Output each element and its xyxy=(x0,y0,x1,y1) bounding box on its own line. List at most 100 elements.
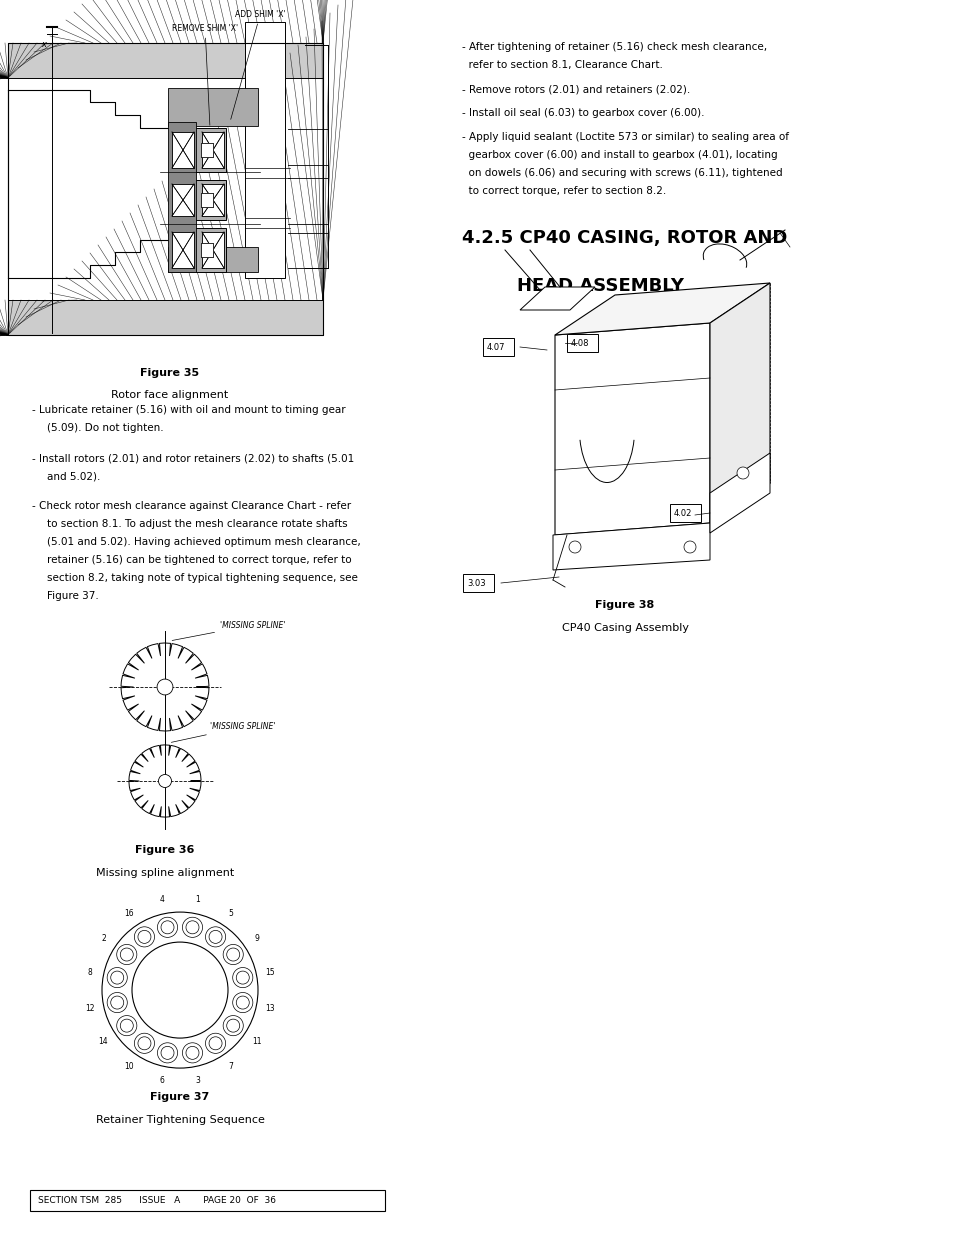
Bar xyxy=(202,132,224,168)
Text: HEAD ASSEMBLY: HEAD ASSEMBLY xyxy=(517,277,683,295)
Bar xyxy=(172,232,193,268)
Circle shape xyxy=(116,1015,136,1036)
Bar xyxy=(201,143,213,157)
Bar xyxy=(202,184,224,216)
Bar xyxy=(202,184,224,216)
Polygon shape xyxy=(555,283,769,335)
Text: 10: 10 xyxy=(124,1062,133,1071)
Text: 9: 9 xyxy=(253,935,258,944)
Text: Figure 35: Figure 35 xyxy=(140,368,199,378)
Polygon shape xyxy=(555,324,709,535)
Circle shape xyxy=(111,997,124,1009)
Text: 3.03: 3.03 xyxy=(467,578,485,588)
Text: 1: 1 xyxy=(195,895,200,904)
Text: - Apply liquid sealant (Loctite 573 or similar) to sealing area of: - Apply liquid sealant (Loctite 573 or s… xyxy=(461,132,788,142)
Text: - Remove rotors (2.01) and retainers (2.02).: - Remove rotors (2.01) and retainers (2.… xyxy=(461,84,690,94)
Text: 4.2.5 CP40 CASING, ROTOR AND: 4.2.5 CP40 CASING, ROTOR AND xyxy=(461,228,786,247)
Text: 3.03: 3.03 xyxy=(467,578,485,588)
Text: 4.02: 4.02 xyxy=(673,509,692,517)
Circle shape xyxy=(186,921,199,934)
Circle shape xyxy=(236,971,249,984)
Text: 'MISSING SPLINE': 'MISSING SPLINE' xyxy=(172,722,275,742)
Text: Rotor face alignment: Rotor face alignment xyxy=(112,390,229,400)
Text: 4: 4 xyxy=(159,895,164,904)
Text: 8: 8 xyxy=(88,968,92,977)
Circle shape xyxy=(223,1015,243,1036)
Text: - Lubricate retainer (5.16) with oil and mount to timing gear: - Lubricate retainer (5.16) with oil and… xyxy=(32,405,345,415)
Text: 5: 5 xyxy=(229,909,233,918)
Bar xyxy=(201,193,213,207)
Bar xyxy=(169,128,226,172)
Bar xyxy=(172,132,193,168)
Text: CP40 Casing Assembly: CP40 Casing Assembly xyxy=(561,622,688,634)
Text: SECTION TSM  285      ISSUE   A        PAGE 20  OF  36: SECTION TSM 285 ISSUE A PAGE 20 OF 36 xyxy=(38,1197,275,1205)
Circle shape xyxy=(205,1034,226,1053)
Bar xyxy=(462,574,494,592)
Text: 4.07: 4.07 xyxy=(486,342,505,352)
Bar xyxy=(202,232,224,268)
Bar xyxy=(8,300,323,335)
Circle shape xyxy=(120,948,133,961)
Bar xyxy=(202,232,224,268)
Bar xyxy=(8,43,323,78)
Circle shape xyxy=(132,942,228,1039)
Polygon shape xyxy=(553,522,709,571)
Bar xyxy=(566,333,598,352)
Bar xyxy=(201,243,213,257)
Text: 4.07: 4.07 xyxy=(486,342,505,352)
Text: gearbox cover (6.00) and install to gearbox (4.01), locating: gearbox cover (6.00) and install to gear… xyxy=(461,149,777,161)
Circle shape xyxy=(209,930,222,944)
Text: (5.09). Do not tighten.: (5.09). Do not tighten. xyxy=(47,424,164,433)
Text: Figure 37.: Figure 37. xyxy=(47,592,99,601)
Circle shape xyxy=(233,993,253,1013)
Bar xyxy=(172,232,193,268)
Text: retainer (5.16) can be tightened to correct torque, refer to: retainer (5.16) can be tightened to corr… xyxy=(47,555,352,564)
Text: 6: 6 xyxy=(159,1076,164,1084)
Bar xyxy=(202,132,224,168)
Text: section 8.2, taking note of typical tightening sequence, see: section 8.2, taking note of typical tigh… xyxy=(47,573,357,583)
Circle shape xyxy=(227,1019,239,1032)
Text: (5.01 and 5.02). Having achieved optimum mesh clearance,: (5.01 and 5.02). Having achieved optimum… xyxy=(47,537,360,547)
Polygon shape xyxy=(709,283,769,522)
Bar xyxy=(482,338,514,356)
Circle shape xyxy=(134,1034,154,1053)
Bar xyxy=(201,143,213,157)
Bar xyxy=(201,193,213,207)
Text: 12: 12 xyxy=(85,1004,94,1013)
Text: 4.08: 4.08 xyxy=(571,338,589,347)
Text: 15: 15 xyxy=(265,968,274,977)
Circle shape xyxy=(116,945,136,965)
Polygon shape xyxy=(709,453,769,534)
Circle shape xyxy=(233,967,253,988)
Text: - Install oil seal (6.03) to gearbox cover (6.00).: - Install oil seal (6.03) to gearbox cov… xyxy=(461,107,703,119)
Text: on dowels (6.06) and securing with screws (6.11), tightened: on dowels (6.06) and securing with screw… xyxy=(461,168,781,178)
Circle shape xyxy=(134,926,154,947)
Text: Figure 36: Figure 36 xyxy=(135,845,194,855)
Text: 3: 3 xyxy=(195,1076,200,1084)
Circle shape xyxy=(186,1046,199,1060)
Text: Retainer Tightening Sequence: Retainer Tightening Sequence xyxy=(95,1115,264,1125)
Bar xyxy=(30,1191,385,1212)
Circle shape xyxy=(737,467,748,479)
Circle shape xyxy=(120,1019,133,1032)
Text: and 5.02).: and 5.02). xyxy=(47,471,100,480)
Polygon shape xyxy=(121,643,209,731)
Text: to section 8.1. To adjust the mesh clearance rotate shafts: to section 8.1. To adjust the mesh clear… xyxy=(47,519,347,529)
Circle shape xyxy=(182,918,202,937)
Text: 'MISSING SPLINE': 'MISSING SPLINE' xyxy=(172,620,285,641)
Circle shape xyxy=(138,1037,151,1050)
Bar xyxy=(172,184,193,216)
Circle shape xyxy=(111,971,124,984)
Bar xyxy=(245,22,285,278)
Text: ADD SHIM 'X': ADD SHIM 'X' xyxy=(231,10,285,120)
Circle shape xyxy=(157,1042,177,1063)
Text: 2: 2 xyxy=(101,935,106,944)
Bar xyxy=(8,43,323,335)
Circle shape xyxy=(102,913,257,1068)
Bar xyxy=(168,88,257,126)
Bar xyxy=(669,504,700,522)
Text: Figure 37: Figure 37 xyxy=(151,1092,210,1102)
Text: - Check rotor mesh clearance against Clearance Chart - refer: - Check rotor mesh clearance against Cle… xyxy=(32,501,351,511)
Circle shape xyxy=(107,993,127,1013)
Circle shape xyxy=(157,679,172,695)
